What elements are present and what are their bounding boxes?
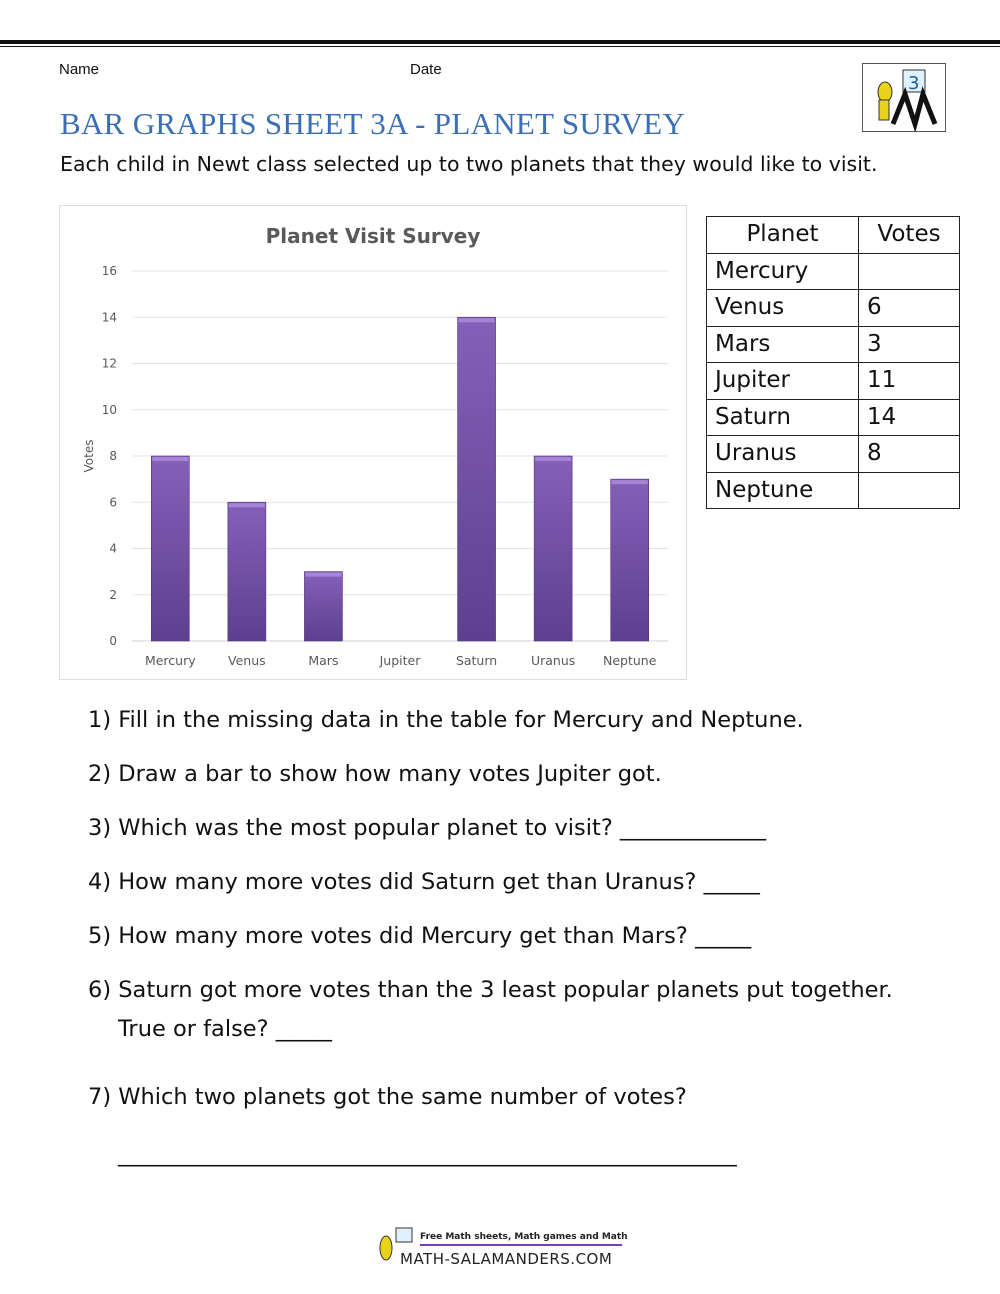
x-tick-label: Mars — [308, 653, 338, 668]
y-tick-label: 0 — [109, 634, 117, 648]
question: 7) Which two planets got the same number… — [88, 1084, 687, 1110]
planet-cell: Uranus — [706, 435, 859, 473]
y-tick-label: 4 — [109, 542, 117, 556]
planet-cell: Venus — [706, 289, 859, 327]
chart-container: Planet Visit Survey Votes 0 2 4 6 8 10 12 14 16 M… — [59, 205, 687, 680]
y-tick-label: 6 — [109, 495, 117, 509]
table-row: Jupiter 11 — [706, 362, 960, 400]
answer-line: ________________________________________… — [118, 1141, 737, 1167]
bar-highlight — [228, 503, 265, 508]
votes-cell: Votes — [858, 216, 960, 254]
planet-cell: Neptune — [706, 471, 859, 509]
question: 4) How many more votes did Saturn get th… — [88, 869, 760, 895]
y-tick-label: 16 — [102, 264, 117, 278]
planet-cell: Mars — [706, 325, 859, 363]
salamander-grade-logo: 3 — [862, 63, 946, 133]
table-row: Neptune — [706, 471, 960, 509]
footer-logo: Free Math sheets, Math games and Math he… — [372, 1226, 653, 1270]
name-label: Name — [59, 61, 100, 78]
bar-highlight — [458, 318, 495, 323]
votes-cell: 6 — [858, 289, 960, 327]
bar-mars — [304, 571, 343, 642]
bar-mercury — [150, 455, 190, 642]
planet-cell: Mercury — [706, 252, 859, 290]
x-tick-label: Uranus — [531, 653, 575, 668]
x-tick-label: Mercury — [145, 653, 196, 668]
table-row: Venus 6 — [706, 289, 960, 327]
y-tick-label: 14 — [102, 310, 117, 324]
planet-cell: Saturn — [706, 398, 859, 436]
y-tick-label: 12 — [102, 357, 117, 371]
date-label: Date — [410, 61, 442, 78]
planet-cell: Planet — [706, 216, 859, 254]
votes-cell: 11 — [858, 362, 960, 400]
table-row: Planet Votes — [706, 216, 960, 254]
votes-cell: 8 — [858, 435, 960, 473]
x-tick-label: Venus — [228, 653, 266, 668]
y-tick-label: 10 — [102, 403, 117, 417]
votes-cell[interactable] — [858, 471, 960, 509]
votes-cell: 14 — [858, 398, 960, 436]
question: 3) Which was the most popular planet to … — [88, 815, 767, 841]
y-axis-label: Votes — [82, 440, 96, 473]
footer-site: MATH-SALAMANDERS.COM — [400, 1250, 612, 1268]
bar-highlight — [535, 457, 572, 461]
bar-highlight — [152, 457, 189, 461]
bar-highlight — [305, 572, 342, 577]
grade-badge: 3 — [908, 73, 919, 94]
y-tick-label: 2 — [109, 588, 117, 602]
question: True or false? _____ — [118, 1016, 332, 1042]
footer-tagline: Free Math sheets, Math games and Math he… — [420, 1232, 627, 1242]
question: 6) Saturn got more votes than the 3 leas… — [88, 977, 893, 1003]
page-title: BAR GRAPHS SHEET 3A - PLANET SURVEY — [60, 106, 686, 141]
y-tick-label: 8 — [109, 449, 117, 463]
x-tick-label: Jupiter — [379, 653, 422, 668]
bar-neptune — [610, 478, 650, 642]
question: 1) Fill in the missing data in the table… — [88, 707, 804, 733]
question: 5) How many more votes did Mercury get t… — [88, 923, 752, 949]
top-rule — [0, 40, 1000, 44]
bar-chart: Planet Visit Survey Votes 0 2 4 6 8 10 12 14 16 M… — [82, 224, 668, 668]
table-row: Mars 3 — [706, 325, 960, 363]
chart-title: Planet Visit Survey — [266, 224, 481, 248]
votes-cell[interactable] — [858, 252, 960, 290]
table-row: Saturn 14 — [706, 398, 960, 436]
x-tick-label: Saturn — [456, 653, 497, 668]
top-rule-thin — [0, 46, 1000, 47]
bar-venus — [227, 501, 267, 642]
bar-saturn — [457, 316, 496, 642]
question: 2) Draw a bar to show how many votes Jup… — [88, 761, 662, 787]
bar-highlight — [611, 480, 648, 485]
planet-cell: Jupiter — [706, 362, 859, 400]
votes-cell: 3 — [858, 325, 960, 363]
bar-uranus — [533, 455, 573, 642]
table-row: Uranus 8 — [706, 435, 960, 473]
table-row: Mercury — [706, 252, 960, 290]
votes-table: Planet Votes Mercury Venus 6 Mars 3 Jupiter 11 Sa… — [706, 216, 960, 509]
intro-text: Each child in Newt class selected up to … — [60, 152, 878, 176]
x-tick-label: Neptune — [603, 653, 657, 668]
